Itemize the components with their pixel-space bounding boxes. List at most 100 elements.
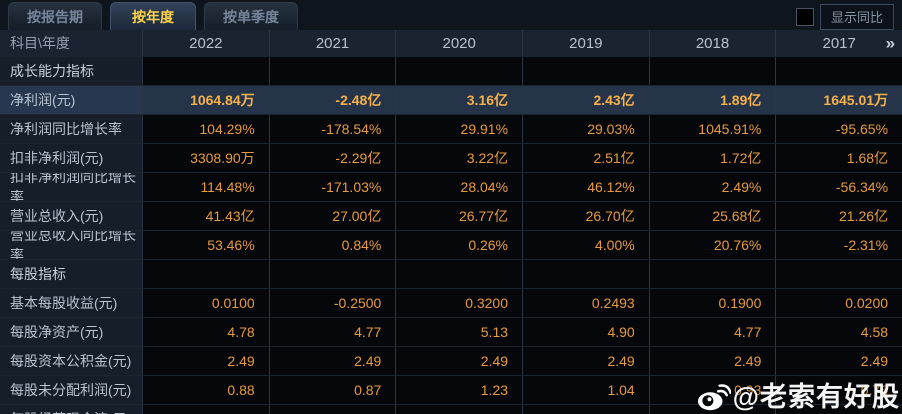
more-years-icon[interactable]: »: [885, 33, 896, 53]
table-row[interactable]: 扣非净利润同比增长率 114.48% -171.03% 28.04% 46.12% 2.4…: [0, 173, 902, 202]
table-row[interactable]: 基本每股收益(元) 0.0100 -0.2500 0.3200 0.2493 0.1900…: [0, 289, 902, 318]
row-label: 成长能力指标: [0, 57, 143, 85]
value-cell: 0.0100: [143, 289, 270, 317]
value-cell: 53.46%: [143, 231, 270, 259]
section-row: 成长能力指标: [0, 57, 902, 86]
value-cell: 0.0200: [776, 289, 902, 317]
table-row[interactable]: 净利润同比增长率 104.29% -178.54% 29.91% 29.03% 1045.…: [0, 115, 902, 144]
value-cell: 2.51亿: [523, 144, 650, 172]
year-header-2022: 2022: [143, 30, 270, 56]
value-cell: 2.49: [269, 347, 397, 375]
value-cell: 3308.90万: [143, 144, 270, 172]
tab-single-quarter[interactable]: 按单季度: [204, 2, 298, 30]
value-cell: [776, 260, 902, 288]
value-cell: 2.49: [776, 347, 902, 375]
value-cell: 1064.84万: [143, 86, 270, 114]
year-header-2018: 2018: [650, 30, 777, 56]
section-row: 每股指标: [0, 260, 902, 289]
value-cell: [523, 260, 650, 288]
value-cell: 0.2493: [523, 289, 650, 317]
value-cell: 1.04: [523, 376, 650, 404]
value-cell: [649, 57, 777, 85]
row-label: 每股经营现金流(元): [0, 405, 143, 414]
period-tabbar: 按报告期 按年度 按单季度 显示同比: [0, 0, 902, 30]
table-header-row: 科目\年度 2022 2021 2020 2019 2018 2017»: [0, 30, 902, 57]
value-cell: [776, 57, 902, 85]
value-cell: 0.25: [269, 405, 397, 414]
value-cell: [143, 260, 270, 288]
corner-header-cell: 科目\年度: [0, 30, 143, 56]
table-row[interactable]: 营业总收入同比增长率 53.46% 0.84% 0.26% 4.00% 20.76% -2.…: [0, 231, 902, 260]
row-label: 每股未分配利润(元): [0, 376, 143, 404]
table-row[interactable]: 每股经营现金流(元)0.030.250.520.360: [0, 405, 902, 414]
value-cell: 1045.91%: [649, 115, 777, 143]
table-row[interactable]: 每股净资产(元) 4.78 4.77 5.13 4.90 4.77 4.58: [0, 318, 902, 347]
financial-table: 科目\年度 2022 2021 2020 2019 2018 2017» 成长能力指标 净利…: [0, 30, 902, 414]
value-cell: 0.1900: [649, 289, 777, 317]
value-cell: 41.43亿: [143, 202, 270, 230]
row-label: 扣非净利润(元): [0, 144, 143, 172]
value-cell: 1.89亿: [649, 86, 777, 114]
value-cell: 1.23: [396, 376, 524, 404]
tab-report-period[interactable]: 按报告期: [8, 2, 102, 30]
value-cell: [269, 57, 397, 85]
row-label: 净利润(元): [0, 86, 143, 114]
year-header-2019: 2019: [523, 30, 650, 56]
tab-yearly[interactable]: 按年度: [110, 2, 196, 30]
value-cell: -56.34%: [776, 173, 902, 201]
value-cell: 1645.01万: [776, 86, 902, 114]
value-cell: 25.68亿: [649, 202, 777, 230]
value-cell: 28.04%: [396, 173, 524, 201]
value-cell: 4.00%: [523, 231, 650, 259]
table-body: 成长能力指标 净利润(元) 1064.84万 -2.48亿 3.16亿 2.43亿 1.89…: [0, 57, 902, 414]
value-cell: -2.31%: [776, 231, 902, 259]
value-cell: 0.52: [396, 405, 524, 414]
value-cell: [143, 57, 270, 85]
value-cell: [269, 260, 397, 288]
value-cell: -95.65%: [776, 115, 902, 143]
value-cell: 3.16亿: [396, 86, 524, 114]
row-label: 营业总收入同比增长率: [0, 231, 143, 259]
table-row[interactable]: 每股资本公积金(元) 2.49 2.49 2.49 2.49 2.49 2.49: [0, 347, 902, 376]
value-cell: 4.90: [523, 318, 650, 346]
value-cell: 0.84%: [269, 231, 397, 259]
value-cell: [523, 57, 650, 85]
value-cell: 29.91%: [396, 115, 524, 143]
value-cell: 4.58: [776, 318, 902, 346]
table-row[interactable]: 净利润(元) 1064.84万 -2.48亿 3.16亿 2.43亿 1.89亿 1645.…: [0, 86, 902, 115]
value-cell: [776, 405, 902, 414]
value-cell: 2.49: [649, 347, 777, 375]
table-row[interactable]: 扣非净利润(元) 3308.90万 -2.29亿 3.22亿 2.51亿 1.72亿 1.6…: [0, 144, 902, 173]
value-cell: 104.29%: [143, 115, 270, 143]
value-cell: 0.03: [143, 405, 270, 414]
value-cell: 3.22亿: [396, 144, 524, 172]
value-cell: -2.48亿: [269, 86, 397, 114]
value-cell: 0: [649, 405, 777, 414]
value-cell: [649, 260, 777, 288]
value-cell: 21.26亿: [776, 202, 902, 230]
value-cell: 0.93: [649, 376, 777, 404]
yoy-controls: 显示同比: [795, 4, 894, 30]
row-label: 每股净资产(元): [0, 318, 143, 346]
value-cell: 26.77亿: [396, 202, 524, 230]
value-cell: 4.77: [649, 318, 777, 346]
value-cell: 4.77: [269, 318, 397, 346]
value-cell: -178.54%: [269, 115, 397, 143]
value-cell: 2.49: [396, 347, 524, 375]
value-cell: -171.03%: [269, 173, 397, 201]
show-yoy-label[interactable]: 显示同比: [819, 4, 894, 30]
value-cell: -2.29亿: [269, 144, 397, 172]
value-cell: 46.12%: [523, 173, 650, 201]
value-cell: 0.26%: [396, 231, 524, 259]
row-label: 营业总收入(元): [0, 202, 143, 230]
value-cell: 114.48%: [143, 173, 270, 201]
row-label: 每股指标: [0, 260, 143, 288]
table-row[interactable]: 每股未分配利润(元) 0.88 0.87 1.23 1.04 0.93 0.76: [0, 376, 902, 405]
show-yoy-checkbox[interactable]: [795, 8, 814, 26]
value-cell: 0.36: [523, 405, 650, 414]
value-cell: 0.88: [143, 376, 270, 404]
table-row[interactable]: 营业总收入(元) 41.43亿 27.00亿 26.77亿 26.70亿 25.68亿 21…: [0, 202, 902, 231]
value-cell: 27.00亿: [269, 202, 397, 230]
value-cell: 0.3200: [396, 289, 524, 317]
value-cell: 0.87: [269, 376, 397, 404]
